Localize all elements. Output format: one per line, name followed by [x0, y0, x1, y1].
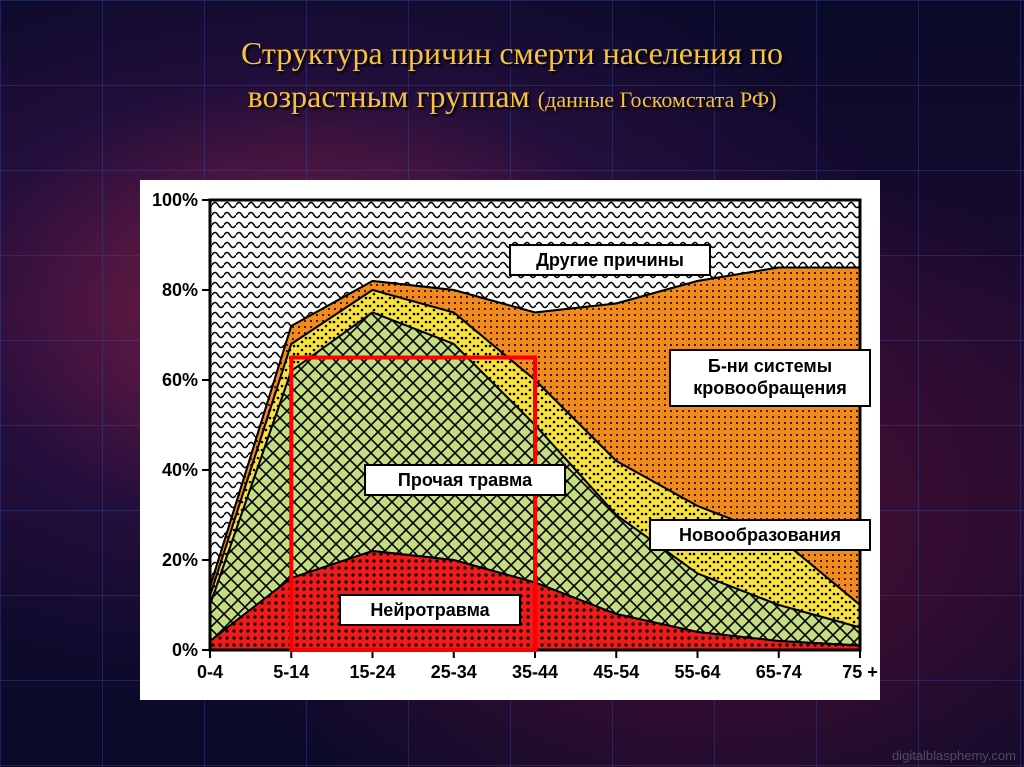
y-tick-label: 80% — [162, 280, 198, 300]
label-text-circ: кровообращения — [693, 378, 847, 398]
x-tick-label: 65-74 — [756, 662, 802, 682]
y-tick-label: 60% — [162, 370, 198, 390]
label-text-neoplasm: Новообразования — [679, 525, 841, 545]
label-text-other_trauma: Прочая травма — [398, 470, 533, 490]
watermark: digitalblasphemy.com — [892, 748, 1016, 763]
y-tick-label: 20% — [162, 550, 198, 570]
label-text-neuro: Нейротравма — [370, 600, 490, 620]
label-text-other: Другие причины — [536, 250, 684, 270]
y-tick-label: 0% — [172, 640, 198, 660]
x-tick-label: 25-34 — [431, 662, 477, 682]
x-tick-label: 75 + — [842, 662, 878, 682]
y-tick-label: 40% — [162, 460, 198, 480]
x-tick-label: 35-44 — [512, 662, 558, 682]
chart-container: 0% 20% 40% 60% 80% 100% 0-4 5-14 15-24 25-34 35-44… — [140, 180, 880, 700]
x-tick-label: 55-64 — [674, 662, 720, 682]
x-tick-label: 0-4 — [197, 662, 223, 682]
y-tick-label: 100% — [152, 190, 198, 210]
title-line2-small: (данные Госкомстата РФ) — [538, 87, 777, 112]
x-tick-label: 5-14 — [273, 662, 309, 682]
x-tick-label: 45-54 — [593, 662, 639, 682]
x-tick-label: 15-24 — [349, 662, 395, 682]
stacked-area-chart: 0% 20% 40% 60% 80% 100% 0-4 5-14 15-24 25-34 35-44… — [140, 180, 880, 700]
title-line2-bold: возрастным группам — [248, 78, 538, 114]
label-text-circ: Б-ни системы — [708, 356, 832, 376]
title-line1: Структура причин смерти населения по — [241, 35, 783, 71]
slide-title: Структура причин смерти населения по воз… — [0, 32, 1024, 118]
